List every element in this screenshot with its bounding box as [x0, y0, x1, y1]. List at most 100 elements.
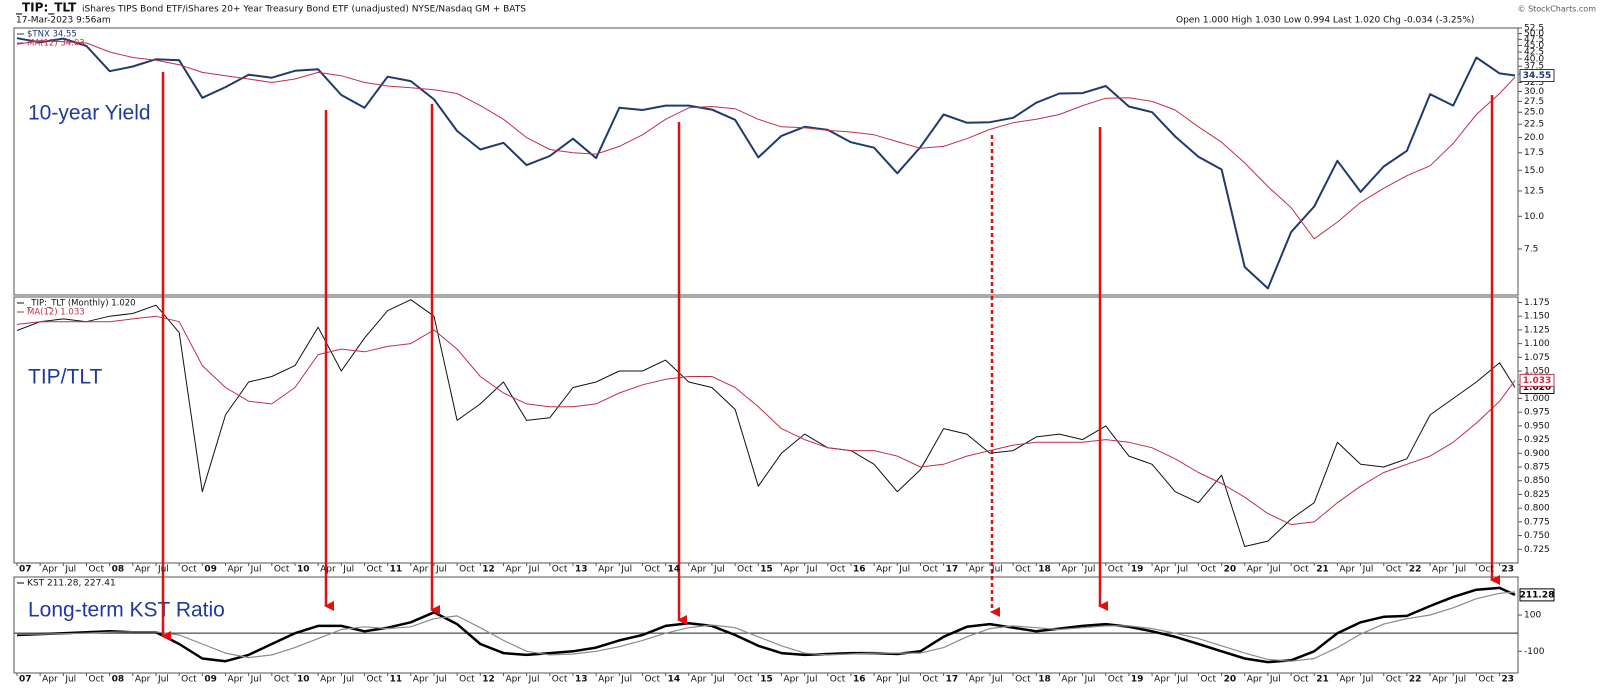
x-tick-label: Jul: [991, 565, 1003, 575]
x-tick-label: Apr: [783, 565, 799, 575]
y-tick-label: 25.0: [1524, 108, 1544, 118]
x-tick-label: Oct: [1478, 565, 1494, 575]
x-tick-label: 23: [1502, 565, 1515, 575]
x-tick-label: Oct: [1478, 675, 1494, 685]
legend-label: MA(12) 34.03: [27, 39, 85, 49]
panel-frame: [13, 296, 1519, 564]
x-tick-label: 12: [482, 565, 495, 575]
x-tick-label: Jul: [64, 675, 76, 685]
x-tick-label: Oct: [552, 565, 568, 575]
x-tick-label: Apr: [1339, 675, 1355, 685]
x-tick-label: 07: [19, 565, 32, 575]
legend-label: $TNX 34.55: [27, 30, 77, 40]
x-tick-label: Apr: [1061, 675, 1077, 685]
x-tick-label: Oct: [1200, 565, 1216, 575]
x-tick-label: Oct: [922, 675, 938, 685]
x-tick-label: 19: [1131, 675, 1144, 685]
x-tick-label: Jul: [1362, 675, 1374, 685]
y-tick-label: 0.725: [1524, 545, 1550, 555]
x-tick-label: 08: [112, 675, 125, 685]
y-tick-label: 52.5: [1524, 24, 1544, 34]
x-tick-label: Oct: [830, 565, 846, 575]
y-tick-label: 0.775: [1524, 517, 1550, 527]
x-tick-label: 14: [668, 565, 681, 575]
x-tick-label: Apr: [1432, 565, 1448, 575]
x-tick-label: Jul: [342, 675, 354, 685]
x-tick-label: Apr: [135, 565, 151, 575]
x-tick-label: Apr: [598, 675, 614, 685]
x-tick-label: Jul: [435, 565, 447, 575]
x-tick-label: 09: [204, 675, 217, 685]
y-tick-label: 1.100: [1524, 339, 1550, 349]
y-tick-label: 17.5: [1524, 148, 1544, 158]
price-box: [1519, 588, 1555, 602]
x-tick-label: Oct: [1015, 565, 1031, 575]
y-tick-label: 0.900: [1524, 449, 1550, 459]
y-tick-label: 50.0: [1524, 29, 1544, 39]
x-tick-label: Oct: [88, 675, 104, 685]
x-tick-label: Apr: [135, 675, 151, 685]
x-tick-label: Apr: [413, 675, 429, 685]
x-tick-label: Apr: [505, 675, 521, 685]
y-tick-label: 0.800: [1524, 504, 1550, 514]
series-line: [16, 315, 1516, 526]
x-tick-label: Oct: [181, 565, 197, 575]
x-tick-label: Oct: [644, 565, 660, 575]
x-tick-label: Apr: [227, 565, 243, 575]
x-tick-label: 08: [112, 565, 125, 575]
x-tick-label: Jul: [898, 565, 910, 575]
x-tick-label: Jul: [250, 565, 262, 575]
x-tick-label: 21: [1316, 675, 1329, 685]
y-tick-label: 0.975: [1524, 408, 1550, 418]
x-tick-label: Jul: [1362, 565, 1374, 575]
x-tick-label: 22: [1409, 565, 1422, 575]
price-label: 1.033: [1523, 376, 1551, 386]
source: © StockCharts.com: [1518, 5, 1597, 14]
arrows: [161, 72, 1500, 641]
y-tick-label: 27.5: [1524, 97, 1544, 107]
x-tick-label: Jul: [806, 675, 818, 685]
x-tick-label: 11: [390, 565, 403, 575]
x-tick-label: Jul: [157, 565, 169, 575]
x-tick-label: 15: [760, 675, 773, 685]
symbol: _TIP:_TLT: [16, 1, 77, 16]
x-tick-label: Oct: [1200, 675, 1216, 685]
x-tick-label: 17: [946, 675, 959, 685]
y-tick-label: 45.0: [1524, 41, 1544, 51]
series-line: [16, 299, 1516, 547]
x-tick-label: 16: [853, 565, 866, 575]
x-tick-label: Oct: [459, 675, 475, 685]
x-tick-label: Jul: [991, 675, 1003, 685]
x-tick-label: Apr: [1154, 675, 1170, 685]
x-tick-label: Apr: [969, 675, 985, 685]
y-tick-label: 0.950: [1524, 421, 1550, 431]
x-tick-label: 11: [390, 675, 403, 685]
x-tick-label: Oct: [88, 565, 104, 575]
x-tick-label: 20: [1224, 565, 1237, 575]
price-box: [1519, 69, 1555, 83]
y-tick-label: 15.0: [1524, 166, 1544, 176]
x-tick-label: 16: [853, 675, 866, 685]
x-tick-label: Oct: [737, 565, 753, 575]
x-tick-label: Apr: [413, 565, 429, 575]
x-tick-label: 13: [575, 565, 588, 575]
series-line: [16, 40, 1516, 240]
x-tick-label: Jul: [250, 675, 262, 685]
x-tick-label: Oct: [1293, 565, 1309, 575]
x-tick-label: Jul: [620, 675, 632, 685]
x-tick-label: Apr: [691, 675, 707, 685]
x-tick-label: Oct: [644, 675, 660, 685]
date: 17-Mar-2023 9:56am: [16, 16, 111, 26]
x-tick-label: 23: [1502, 675, 1515, 685]
price-label: 211.28: [1520, 590, 1555, 600]
x-tick-label: Oct: [181, 675, 197, 685]
x-tick-label: Jul: [342, 565, 354, 575]
y-tick-label: 1.050: [1524, 367, 1550, 377]
x-tick-label: 14: [668, 675, 681, 685]
x-tick-label: Oct: [274, 565, 290, 575]
y-tick-label: 0.925: [1524, 435, 1550, 445]
series-line: [17, 591, 1516, 662]
y-tick-label: 20.0: [1524, 133, 1544, 143]
